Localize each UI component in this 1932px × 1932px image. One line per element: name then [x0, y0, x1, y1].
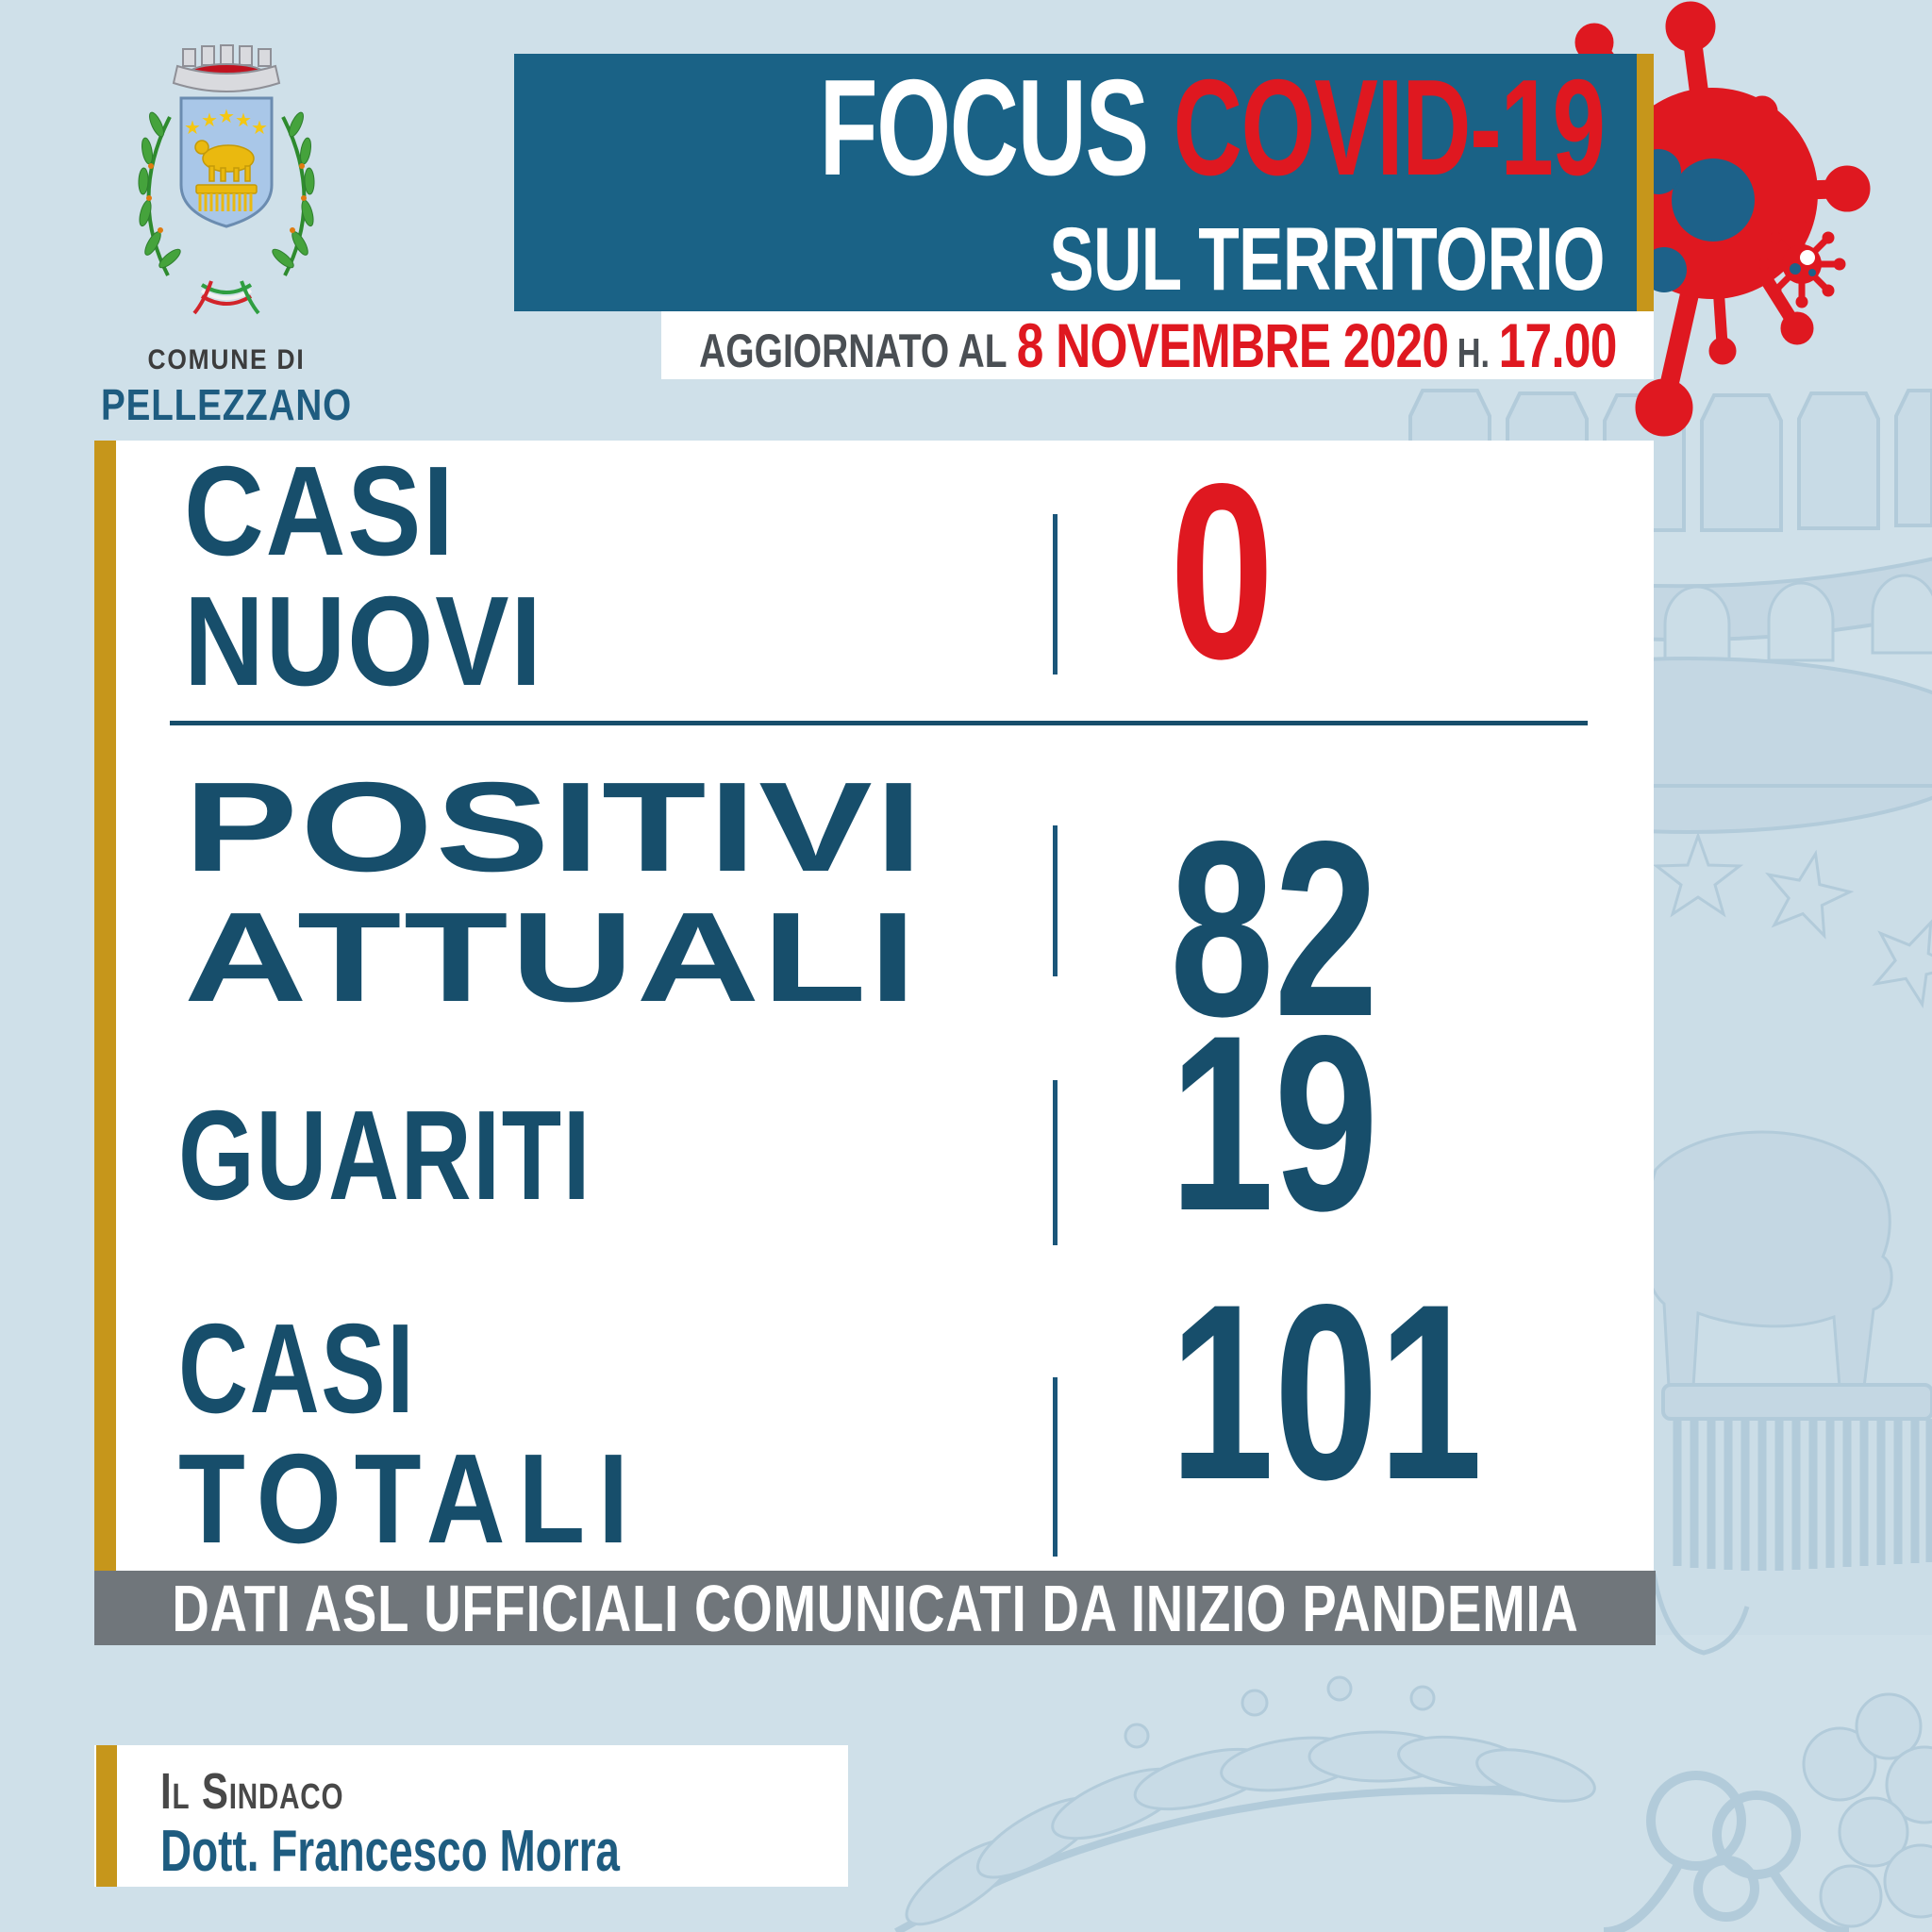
- stat-value-positivi-attuali: 82: [1170, 790, 1379, 1069]
- stat-label-line: GUARITI: [178, 1084, 592, 1226]
- title-banner: FOCUS COVID-19 SUL TERRITORIO: [514, 54, 1637, 311]
- stat-label-line: ATTUALI: [184, 886, 920, 1028]
- updated-hour-label: H.: [1447, 330, 1499, 376]
- stat-value-casi-nuovi: 0: [1170, 432, 1274, 711]
- data-source-band: DATI ASL UFFICIALI COMUNICATI DA INIZIO …: [94, 1571, 1656, 1645]
- signature-role: Il Sindaco: [160, 1763, 344, 1820]
- signature-name: Dott. Francesco Morra: [160, 1819, 620, 1884]
- stat-value-casi-totali: 101: [1170, 1253, 1483, 1532]
- updated-date: 8 NOVEMBRE 2020: [1016, 310, 1448, 380]
- stat-divider: [1053, 1080, 1058, 1245]
- title-space: [1148, 51, 1174, 204]
- coat-of-arms-icon: ★ ★ ★ ★ ★: [138, 44, 315, 315]
- title-line: FOCUS COVID-19: [820, 59, 1606, 196]
- municipality-name-line2: PELLEZZANO: [100, 380, 352, 429]
- updated-prefix: AGGIORNATO AL: [698, 325, 1017, 377]
- stat-label-casi-totali: CASI TOTALI: [178, 1304, 717, 1564]
- title-subtitle: SUL TERRITORIO: [1049, 209, 1605, 309]
- data-source-text: DATI ASL UFFICIALI COMUNICATI DA INIZIO …: [171, 1571, 1579, 1645]
- stat-label-casi-nuovi: CASI NUOVI: [184, 446, 597, 707]
- svg-text:★: ★: [201, 108, 218, 131]
- stat-label-guariti: GUARITI: [178, 1091, 715, 1221]
- separator-line: [170, 721, 1588, 725]
- svg-text:★: ★: [235, 108, 252, 131]
- updated-time: 17.00: [1498, 310, 1617, 380]
- stat-label-line: CASI: [178, 1297, 416, 1440]
- stat-divider: [1053, 514, 1058, 675]
- coronavirus-small-icon: [1757, 220, 1846, 308]
- stat-divider: [1053, 825, 1058, 976]
- municipality-name-line1: COMUNE DI: [147, 344, 306, 375]
- stats-card: CASI NUOVI 0 POSITIVI ATTUALI 82 GUARITI…: [94, 441, 1654, 1571]
- municipality-emblem-block: ★ ★ ★ ★ ★: [75, 34, 377, 440]
- stat-label-positivi-attuali: POSITIVI ATTUALI: [184, 762, 923, 1023]
- signature-accent-bar: [96, 1745, 117, 1887]
- updated-strip: AGGIORNATO AL 8 NOVEMBRE 2020 H. 17.00: [661, 311, 1654, 379]
- gold-accent-strip: [1637, 54, 1654, 379]
- stat-label-line: CASI: [184, 440, 456, 582]
- stat-value-guariti: 19: [1170, 984, 1379, 1263]
- svg-text:★: ★: [251, 116, 268, 139]
- card-accent-bar: [94, 441, 116, 1571]
- stat-label-line: POSITIVI: [184, 756, 925, 898]
- svg-text:★: ★: [184, 116, 201, 139]
- title-focus: FOCUS: [819, 51, 1150, 204]
- stat-label-line: NUOVI: [184, 570, 543, 712]
- signature-box: Il Sindaco Dott. Francesco Morra: [94, 1745, 848, 1887]
- updated-text: AGGIORNATO AL 8 NOVEMBRE 2020 H. 17.00: [698, 310, 1617, 397]
- stat-label-line: TOTALI: [178, 1427, 642, 1570]
- title-covid: COVID-19: [1174, 51, 1606, 204]
- stat-divider: [1053, 1377, 1058, 1557]
- svg-text:★: ★: [218, 105, 235, 127]
